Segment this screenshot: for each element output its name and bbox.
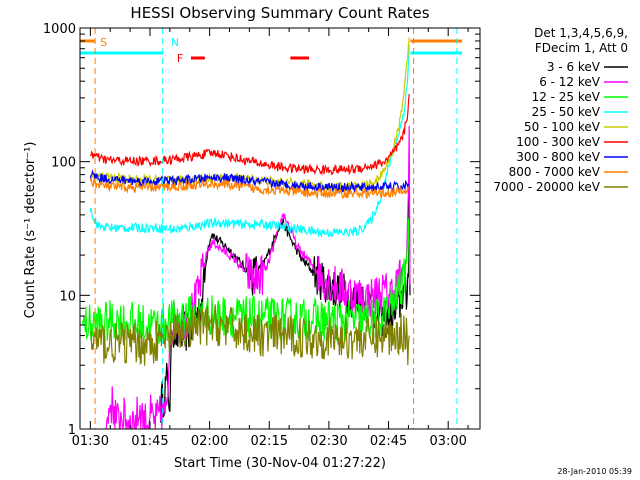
x-tick-label-0: 01:30 [72,434,109,449]
x-tick-label-3: 02:15 [251,434,288,449]
x-tick-label-6: 03:00 [429,434,466,449]
legend-label-6: 300 - 800 keV [516,150,600,164]
plot-frame [79,27,481,430]
x-axis-label: Start Time (30-Nov-04 01:27:22) [174,456,386,471]
series-line-1 [105,125,411,429]
x-tick-label-5: 02:45 [370,434,407,449]
legend-header-line-2: FDecim 1, Att 0 [535,41,628,55]
marker-label-0: S [100,36,107,49]
saa-bars-layer [80,39,463,55]
chart-title: HESSI Observing Summary Count Rates [130,4,429,22]
marker-label-1: N [171,36,179,49]
flag-label-0: F [177,52,183,65]
legend-label-5: 100 - 300 keV [516,135,600,149]
x-axis: 01:30 01:45 02:00 02:15 02:30 02:45 03:00 [72,28,469,449]
legend-header-line-1: Det 1,3,4,5,6,9, [534,26,628,40]
legend-label-4: 50 - 100 keV [524,120,601,134]
markers-layer: S NF [94,28,458,429]
x-tick-label-2: 02:00 [191,434,228,449]
legend-label-3: 25 - 50 keV [532,105,601,119]
series-line-3 [89,44,410,238]
legend-label-1: 6 - 12 keV [539,75,601,89]
legend-label-7: 800 - 7000 keV [509,165,601,179]
generated-timestamp: 28-Jan-2010 05:39 [557,467,632,476]
y-tick-label-0: 1 [68,423,76,438]
series-line-5 [89,94,410,176]
y-tick-label-3: 1000 [43,22,76,37]
series-line-4 [89,37,410,193]
legend-label-2: 12 - 25 keV [532,90,601,104]
y-tick-label-2: 100 [51,156,76,171]
legend: Det 1,3,4,5,6,9, FDecim 1, Att 0 3 - 6 k… [493,26,628,194]
series-line-7 [89,178,409,200]
series-line-8 [89,304,410,366]
y-tick-label-1: 10 [59,289,76,304]
y-axis-label: Count Rate (s⁻¹ detector⁻¹) [23,142,38,319]
plot-area: S NF [80,28,463,429]
series-layer [81,37,411,429]
legend-label-8: 7000 - 20000 keV [493,180,600,194]
legend-label-0: 3 - 6 keV [547,60,601,74]
x-tick-label-1: 01:45 [131,434,168,449]
y-axis: 1 10 100 1000 [43,22,480,438]
x-tick-label-4: 02:30 [310,434,347,449]
